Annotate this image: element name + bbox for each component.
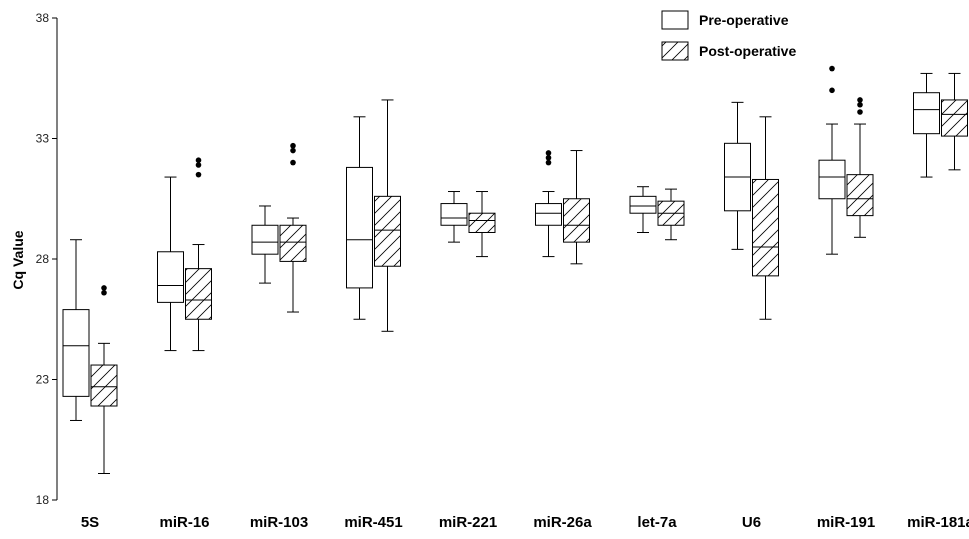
outlier-point-post-operative xyxy=(101,289,107,296)
y-axis: 18 23 28 33 38 xyxy=(36,11,58,507)
x-category-label: 5S xyxy=(81,514,99,531)
legend: Pre-operative Post-operative xyxy=(661,10,796,61)
legend-swatch-pre-operative xyxy=(661,10,689,30)
box-group xyxy=(157,157,212,352)
x-category-label: miR-191 xyxy=(817,514,875,531)
x-category-label: miR-221 xyxy=(439,514,497,531)
y-tick-label: 33 xyxy=(36,132,50,146)
boxes-layer xyxy=(62,65,968,474)
x-category-label: miR-451 xyxy=(344,514,402,531)
box-group xyxy=(440,191,496,258)
box-group xyxy=(724,101,779,320)
x-category-label: miR-103 xyxy=(250,514,308,531)
outlier-point-post-operative xyxy=(857,109,863,115)
outlier-point-post-operative xyxy=(195,171,202,178)
x-category-label: miR-26a xyxy=(533,514,592,531)
y-tick-label: 28 xyxy=(36,252,50,266)
outlier-point-post-operative xyxy=(195,162,202,168)
y-axis-title: Cq Value xyxy=(10,230,26,289)
outlier-point-post-operative xyxy=(857,97,863,103)
outlier-point-post-operative xyxy=(290,142,296,149)
box-group xyxy=(251,142,307,313)
box-post-operative xyxy=(185,268,212,320)
outlier-point-post-operative xyxy=(290,147,296,154)
box-pre-operative xyxy=(535,203,562,226)
box-post-operative xyxy=(279,224,307,262)
box-post-operative xyxy=(374,195,401,267)
legend-label-post-operative: Post-operative xyxy=(699,43,796,59)
outlier-point-pre-operative xyxy=(545,154,552,161)
y-tick-label: 18 xyxy=(36,493,50,507)
box-pre-operative xyxy=(62,309,90,397)
x-category-label: miR-181a xyxy=(907,514,969,531)
box-pre-operative xyxy=(440,203,468,226)
x-category-label: let-7a xyxy=(637,514,677,531)
box-group xyxy=(535,150,590,265)
box-group xyxy=(913,72,968,178)
outlier-point-post-operative xyxy=(857,101,863,108)
box-group xyxy=(346,99,401,332)
box-group xyxy=(62,239,118,474)
y-tick-label: 38 xyxy=(36,11,50,25)
outlier-point-pre-operative xyxy=(545,159,552,166)
x-category-label: U6 xyxy=(742,514,761,531)
outlier-point-post-operative xyxy=(195,157,202,163)
outlier-point-post-operative xyxy=(101,285,107,291)
box-group xyxy=(818,65,874,255)
box-post-operative xyxy=(90,364,118,407)
box-pre-operative xyxy=(818,159,846,200)
box-group xyxy=(629,186,685,241)
box-pre-operative xyxy=(157,251,184,303)
box-pre-operative xyxy=(346,166,373,289)
box-pre-operative xyxy=(629,195,657,214)
outlier-point-pre-operative xyxy=(829,65,835,72)
box-post-operative xyxy=(846,174,874,217)
box-pre-operative xyxy=(251,224,279,255)
legend-label-pre-operative: Pre-operative xyxy=(699,12,789,28)
outlier-point-pre-operative xyxy=(829,87,835,94)
y-tick-label: 23 xyxy=(36,373,50,387)
outlier-point-post-operative xyxy=(290,159,296,166)
legend-swatch-post-operative xyxy=(661,41,689,61)
outlier-point-pre-operative xyxy=(545,150,552,156)
x-axis-labels: 5S miR-16 miR-103 miR-451 miR-221 miR-26a let-… xyxy=(81,514,969,531)
box-post-operative xyxy=(468,212,496,233)
box-post-operative xyxy=(563,198,590,243)
x-category-label: miR-16 xyxy=(159,514,209,531)
box-pre-operative xyxy=(913,92,940,135)
box-post-operative xyxy=(941,99,968,137)
box-post-operative xyxy=(752,178,779,277)
